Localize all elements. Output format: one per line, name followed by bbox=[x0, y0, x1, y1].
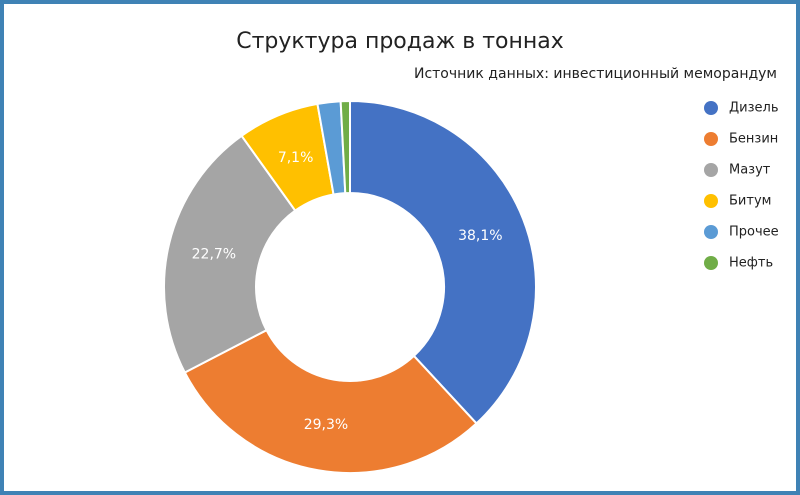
donut-slice bbox=[183, 328, 478, 474]
data-label: 29,3% bbox=[304, 417, 348, 433]
donut-slice bbox=[163, 134, 297, 374]
legend-marker bbox=[704, 194, 718, 208]
chart-subtitle: Источник данных: инвестиционный меморанд… bbox=[414, 66, 777, 82]
legend-label: Дизель bbox=[729, 101, 779, 116]
legend-marker bbox=[704, 132, 718, 146]
legend-marker bbox=[704, 163, 718, 177]
legend-marker bbox=[704, 101, 718, 115]
legend-label: Бензин bbox=[729, 132, 778, 147]
legend-label: Битум bbox=[729, 194, 771, 209]
donut-slice bbox=[349, 99, 537, 425]
data-label: 22,7% bbox=[192, 246, 236, 262]
data-label: 7,1% bbox=[278, 150, 314, 166]
legend-marker bbox=[704, 256, 718, 270]
legend-label: Прочее bbox=[729, 225, 779, 240]
data-label: 38,1% bbox=[458, 228, 502, 244]
legend-marker bbox=[704, 225, 718, 239]
legend-label: Мазут bbox=[729, 163, 771, 178]
legend-label: Нефть bbox=[729, 256, 773, 271]
chart-title: Структура продаж в тоннах bbox=[236, 29, 564, 54]
donut-slice bbox=[339, 99, 351, 195]
